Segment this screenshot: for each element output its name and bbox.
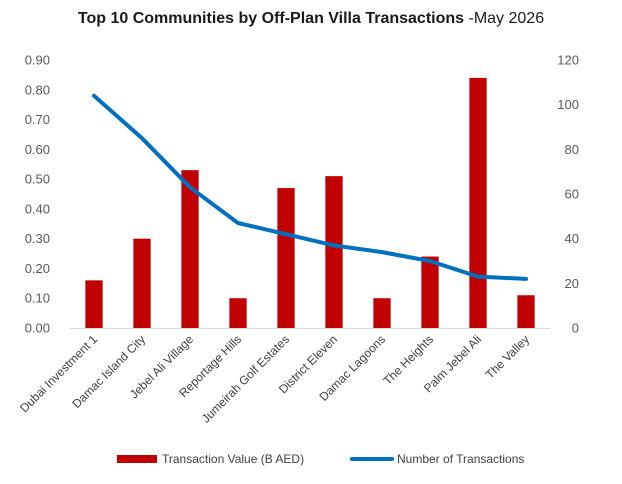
left-tick-label: 0.90 — [25, 53, 50, 68]
legend-swatch-bar — [117, 455, 157, 463]
right-tick-label: 40 — [565, 231, 579, 246]
line-series — [92, 93, 528, 281]
transactions-line — [92, 93, 528, 281]
right-tick-label: 120 — [557, 53, 579, 68]
right-tick-label: 0 — [572, 321, 579, 336]
left-tick-label: 0.00 — [25, 321, 50, 336]
bar — [181, 170, 199, 328]
bar — [421, 256, 439, 328]
right-y-axis: 0 20 40 60 80 100 120 — [557, 53, 579, 336]
left-y-axis: 0.00 0.10 0.20 0.30 0.40 0.50 0.60 0.70 0.80 0.90 — [25, 53, 50, 336]
category-label: Jumeirah Golf Estates — [199, 332, 292, 425]
chart-title-suffix: -May 2026 — [468, 10, 545, 27]
legend-label-bar: Transaction Value (B AED) — [162, 452, 304, 466]
left-tick-label: 0.70 — [25, 112, 50, 127]
bar — [325, 176, 343, 328]
left-tick-label: 0.50 — [25, 172, 50, 187]
legend: Transaction Value (B AED) Number of Trans… — [117, 452, 524, 466]
bar — [373, 298, 391, 328]
left-tick-label: 0.60 — [25, 142, 50, 157]
legend-label-line: Number of Transactions — [397, 452, 524, 466]
left-tick-label: 0.10 — [25, 291, 50, 306]
bar — [469, 77, 487, 328]
bar — [277, 188, 295, 328]
chart-title: Top 10 Communities by Off-Plan Villa Tra… — [0, 10, 622, 28]
bar — [85, 280, 103, 328]
bar — [229, 298, 247, 328]
right-tick-label: 20 — [565, 276, 579, 291]
left-tick-label: 0.40 — [25, 201, 50, 216]
left-tick-label: 0.80 — [25, 82, 50, 97]
bar-series — [85, 77, 535, 328]
bar — [517, 295, 535, 328]
right-tick-label: 80 — [565, 142, 579, 157]
category-label: The Valley — [483, 332, 532, 381]
left-tick-label: 0.20 — [25, 261, 50, 276]
chart-title-main: Top 10 Communities by Off-Plan Villa Tra… — [77, 10, 465, 27]
category-label: Dubai Investment 1 — [17, 332, 100, 415]
left-tick-label: 0.30 — [25, 231, 50, 246]
bar — [133, 238, 151, 328]
right-tick-label: 100 — [557, 97, 579, 112]
right-tick-label: 60 — [565, 187, 579, 202]
